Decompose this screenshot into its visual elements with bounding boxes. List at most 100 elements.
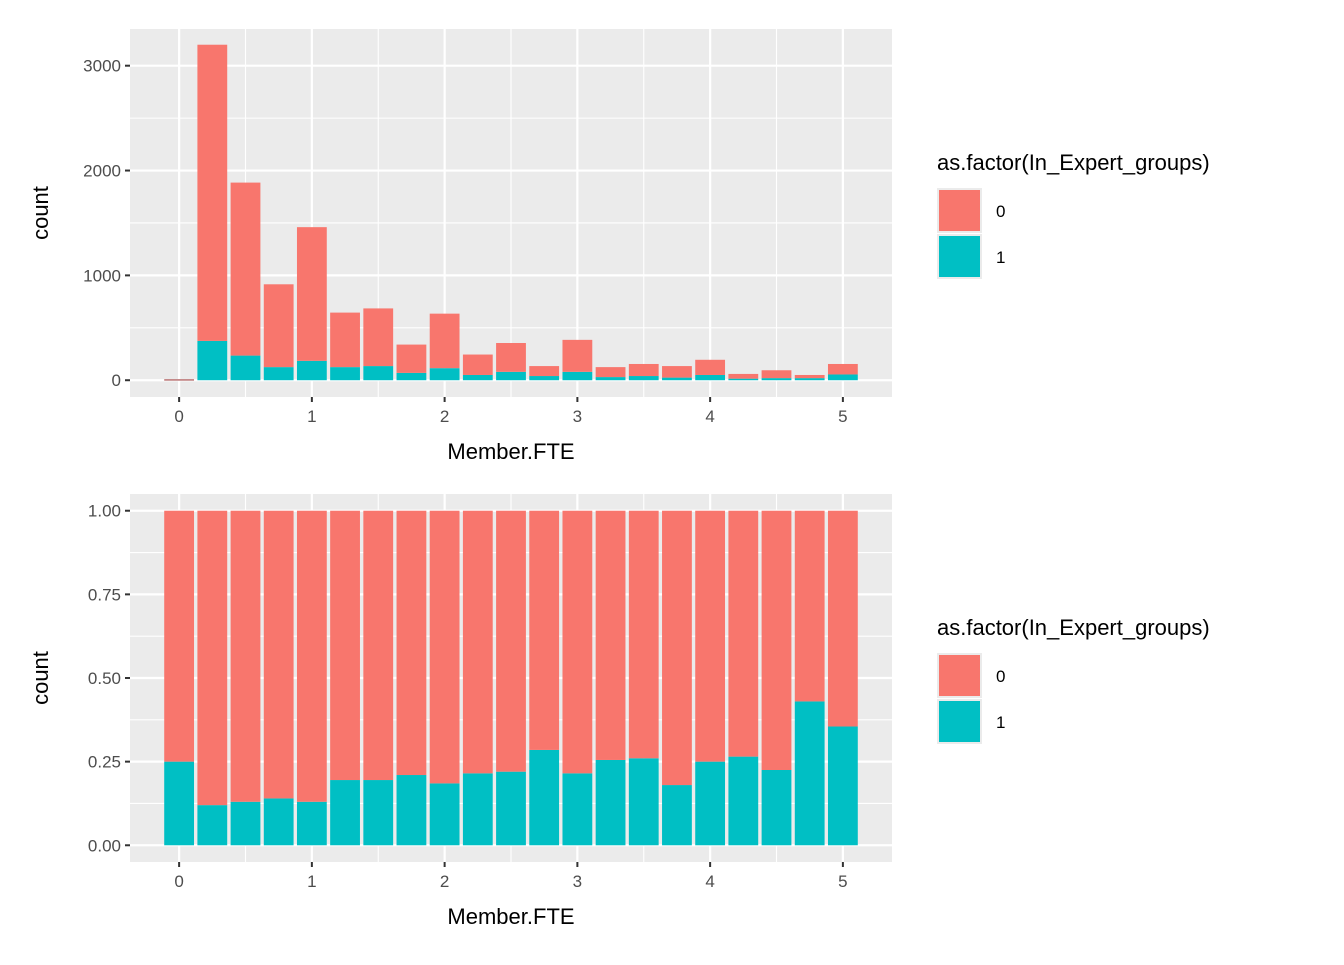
y-tick-label: 0.00	[88, 836, 121, 855]
bar-group-0	[396, 510, 427, 776]
bar-group-1	[462, 773, 493, 846]
x-axis: 0 1 2 3 4 5	[174, 397, 848, 426]
bar-group-0	[496, 510, 526, 772]
bar-group-0	[496, 343, 526, 372]
bar-group-0	[628, 510, 659, 759]
y-tick-label: 3000	[83, 57, 121, 76]
bar-group-1	[462, 374, 493, 381]
y-tick-label: 0.25	[88, 753, 121, 772]
bar-group-1	[562, 371, 593, 381]
bar-group-0	[794, 510, 825, 702]
bar-group-0	[164, 510, 195, 762]
bar-group-0	[529, 510, 560, 750]
bar-group-0	[695, 359, 726, 375]
bar-group-0	[794, 374, 825, 379]
bar-group-0	[197, 510, 228, 806]
bar-group-0	[529, 366, 560, 377]
bar-group-0	[230, 510, 261, 802]
bar-group-0	[330, 510, 360, 781]
x-axis: 0 1 2 3 4 5	[174, 862, 848, 891]
y-axis-title: count	[28, 651, 53, 705]
bar-group-1	[529, 749, 560, 846]
bar-group-1	[330, 780, 360, 846]
bar-group-1	[628, 758, 659, 846]
bar-group-1	[330, 367, 360, 381]
bar-group-1	[827, 726, 858, 846]
bar-group-1	[595, 759, 626, 846]
bar-group-1	[662, 785, 692, 846]
bar-group-0	[761, 510, 792, 770]
x-tick-label: 3	[573, 407, 582, 426]
bar-group-1	[827, 374, 858, 381]
x-tick-label: 4	[705, 872, 714, 891]
legend-title: as.factor(In_Expert_groups)	[937, 150, 1210, 175]
bar-group-1	[496, 771, 526, 846]
bar-group-1	[794, 701, 825, 846]
x-tick-label: 0	[174, 407, 183, 426]
bar-group-1	[296, 360, 327, 381]
bar-group-0	[396, 344, 427, 373]
bar-group-0	[330, 312, 360, 368]
bar-group-1	[595, 377, 626, 381]
y-tick-label: 1000	[83, 266, 121, 285]
bar-group-1	[230, 355, 261, 381]
legend-title: as.factor(In_Expert_groups)	[937, 615, 1210, 640]
legend-label-0: 0	[996, 667, 1005, 686]
bar-group-0	[761, 370, 792, 379]
bar-group-0	[164, 379, 195, 381]
bar-group-0	[263, 510, 294, 799]
bar-group-1	[263, 367, 294, 381]
bar-group-1	[695, 761, 726, 846]
bar-group-0	[296, 227, 327, 361]
bar-group-1	[496, 371, 526, 381]
bar-group-1	[728, 378, 759, 381]
bar-group-1	[363, 780, 394, 846]
legend-key-1	[937, 234, 982, 279]
bar-group-1	[761, 378, 792, 381]
bar-group-1	[230, 801, 261, 846]
x-tick-label: 2	[440, 872, 449, 891]
bar-group-0	[562, 510, 593, 774]
bar-group-0	[595, 510, 626, 760]
y-tick-label: 1.00	[88, 502, 121, 521]
bar-group-1	[529, 376, 560, 381]
x-tick-label: 5	[838, 872, 847, 891]
bar-group-0	[662, 510, 692, 786]
legend-label-1: 1	[996, 248, 1005, 267]
bar-group-1	[164, 761, 195, 846]
legend: as.factor(In_Expert_groups) 0 1	[937, 615, 1210, 744]
bar-group-1	[728, 756, 759, 846]
bar-group-1	[197, 340, 228, 381]
y-tick-label: 0.50	[88, 669, 121, 688]
y-axis-title: count	[28, 186, 53, 240]
legend-label-0: 0	[996, 202, 1005, 221]
bar-group-0	[662, 366, 692, 378]
bar-group-1	[396, 372, 427, 381]
legend-key-0	[937, 653, 982, 698]
minor-gridlines	[130, 29, 892, 397]
bar-group-0	[728, 373, 759, 379]
bar-group-0	[827, 363, 858, 375]
y-tick-label: 0	[112, 371, 121, 390]
y-axis: 0 1000 2000 3000	[83, 57, 130, 390]
x-tick-label: 1	[307, 872, 316, 891]
bar-group-0	[263, 284, 294, 368]
bar-group-0	[628, 363, 659, 377]
bar-group-0	[363, 510, 394, 781]
bars	[164, 44, 858, 381]
legend: as.factor(In_Expert_groups) 0 1	[937, 150, 1210, 279]
bar-group-1	[396, 775, 427, 846]
top-panel-stacked-counts: 0 1000 2000 3000 0 1 2 3 4 5 Member.FTE count as…	[28, 29, 1210, 464]
x-tick-label: 1	[307, 407, 316, 426]
bars	[164, 510, 858, 846]
bar-group-0	[462, 510, 493, 774]
y-axis: 0.00 0.25 0.50 0.75 1.00	[88, 502, 130, 855]
bar-group-0	[197, 44, 228, 341]
bar-group-1	[562, 773, 593, 846]
y-tick-label: 0.75	[88, 585, 121, 604]
x-tick-label: 4	[705, 407, 714, 426]
bar-group-0	[429, 510, 460, 784]
x-tick-label: 3	[573, 872, 582, 891]
bar-group-0	[728, 510, 759, 757]
